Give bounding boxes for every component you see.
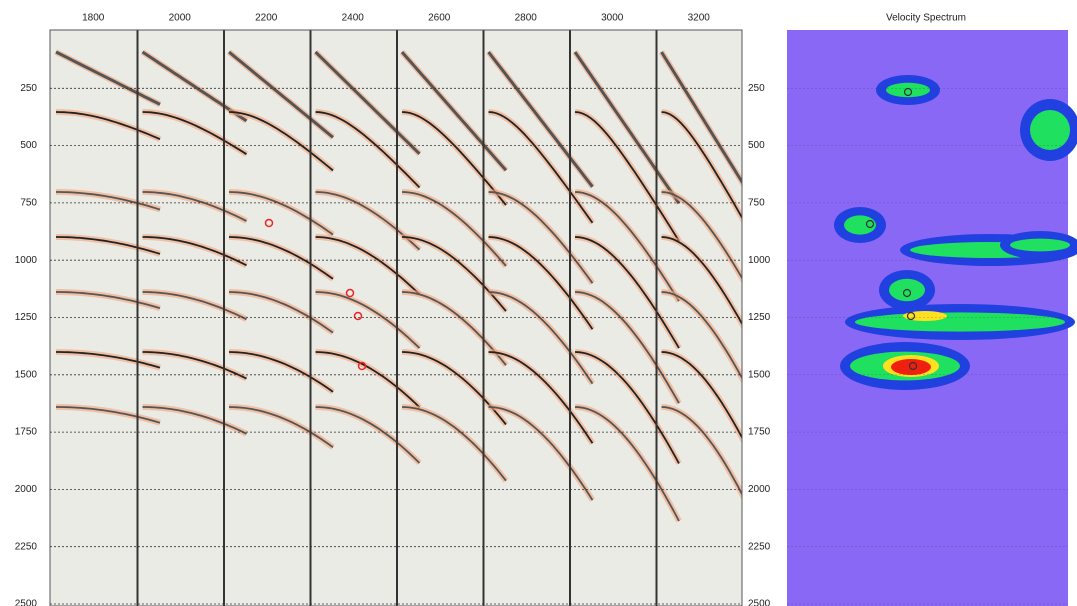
- time-tick-label: 2000: [748, 484, 771, 495]
- velocity-analysis-screen: 250 500 750 1000 1250 1500 1750 2000 2250 2500 250…: [0, 0, 1077, 606]
- gather-mask: [396, 30, 398, 606]
- gather-mask: [569, 30, 571, 606]
- velocity-label: 1800: [82, 13, 105, 24]
- velocity-label: 2800: [515, 13, 538, 24]
- time-tick-label: 1500: [748, 369, 771, 380]
- spectrum-title: Velocity Spectrum: [886, 13, 966, 24]
- time-tick-label: 1000: [15, 255, 38, 266]
- energy-mid: [1010, 239, 1070, 252]
- time-tick-label: 2500: [748, 599, 771, 606]
- velocity-label: 2600: [428, 13, 451, 24]
- energy-peak: [891, 359, 931, 375]
- time-tick-label: 750: [20, 198, 37, 209]
- velocity-label: 2000: [169, 13, 192, 24]
- gather-mask: [656, 30, 658, 606]
- time-tick-label: 250: [748, 83, 765, 94]
- time-tick-label: 250: [20, 83, 37, 94]
- time-tick-label: 500: [20, 140, 37, 151]
- energy-mid: [855, 312, 1065, 331]
- time-tick-label: 1750: [748, 427, 771, 438]
- time-tick-label: 500: [748, 140, 765, 151]
- time-tick-label: 1250: [748, 312, 771, 323]
- time-tick-label: 2500: [15, 599, 38, 606]
- gather-mask: [310, 30, 312, 606]
- time-tick-label: 1500: [15, 369, 38, 380]
- time-tick-label: 1000: [748, 255, 771, 266]
- velocity-label: 3000: [601, 13, 624, 24]
- time-tick-label: 750: [748, 198, 765, 209]
- velocity-label: 3200: [688, 13, 711, 24]
- gather-mask: [137, 30, 139, 606]
- energy-mid: [844, 215, 876, 234]
- velocity-label: 2200: [255, 13, 278, 24]
- time-tick-label: 1250: [15, 312, 38, 323]
- time-tick-label: 2250: [15, 541, 38, 552]
- gather-mask: [223, 30, 225, 606]
- time-tick-label: 2250: [748, 541, 771, 552]
- time-tick-label: 2000: [15, 484, 38, 495]
- gather-mask: [483, 30, 485, 606]
- time-tick-label: 1750: [15, 427, 38, 438]
- velocity-label: 2400: [342, 13, 365, 24]
- energy-mid: [1030, 110, 1070, 150]
